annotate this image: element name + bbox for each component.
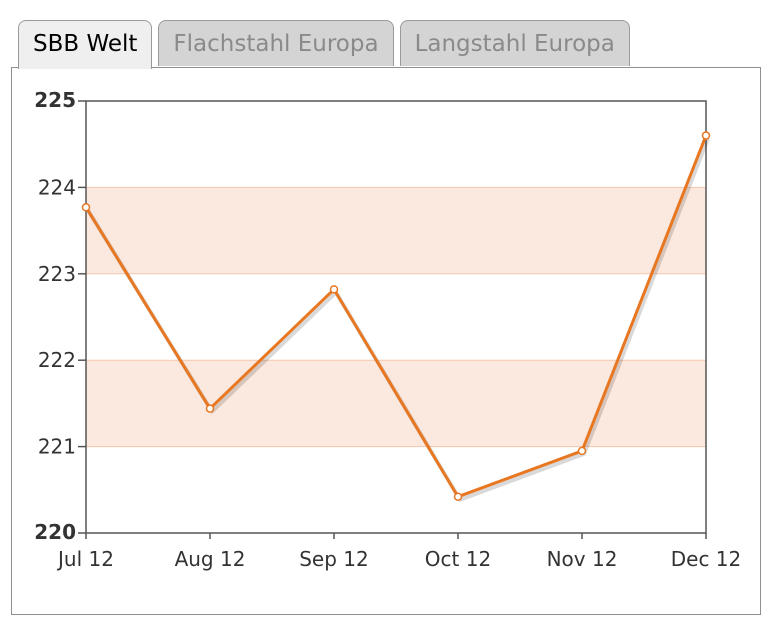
x-tick-label: Dec 12 [671,547,742,571]
x-axis-ticks: Jul 12 Aug 12 Sep 12 Oct 12 Nov 12 Dec 12 [56,533,741,571]
tab-sbb-welt[interactable]: SBB Welt [18,20,153,69]
chart-tab-bar: SBB Welt Flachstahl Europa Langstahl Eur… [18,20,630,69]
y-tick-label: 224 [38,175,76,199]
x-tick-label: Nov 12 [547,547,618,571]
y-band-1 [86,187,706,274]
data-point[interactable] [81,203,91,212]
x-tick-label: Sep 12 [299,547,369,571]
y-tick-label: 220 [34,520,76,544]
y-tick-label: 225 [34,88,76,112]
y-tick-label: 222 [38,348,76,372]
data-point[interactable] [329,285,339,294]
data-point[interactable] [205,404,215,413]
y-tick-label: 223 [38,262,76,286]
line-chart: 220 221 222 223 224 225 Jul 12 Aug 12 Sep 12 Oct… [34,88,741,571]
tab-flachstahl-europa[interactable]: Flachstahl Europa [158,20,394,66]
data-point[interactable] [701,131,711,140]
series-layer [81,131,711,502]
x-tick-label: Jul 12 [56,547,114,571]
y-tick-label: 221 [38,435,76,459]
plot-area-frame [85,100,707,534]
series-line [84,135,708,499]
chart-panel: 220 221 222 223 224 225 Jul 12 Aug 12 Sep 12 Oct… [11,67,761,615]
data-point[interactable] [577,446,587,456]
x-tick-label: Oct 12 [425,547,491,571]
y-bands [86,186,706,448]
x-tick-label: Aug 12 [175,547,246,571]
y-axis-ticks: 220 221 222 223 224 225 [34,88,86,544]
tab-langstahl-europa[interactable]: Langstahl Europa [399,20,630,66]
data-point[interactable] [453,492,463,501]
